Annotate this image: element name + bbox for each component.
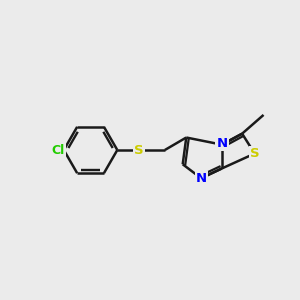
- Text: S: S: [134, 143, 143, 157]
- Text: S: S: [250, 147, 260, 160]
- Text: N: N: [216, 137, 227, 150]
- Text: Cl: Cl: [52, 143, 65, 157]
- Text: N: N: [196, 172, 207, 185]
